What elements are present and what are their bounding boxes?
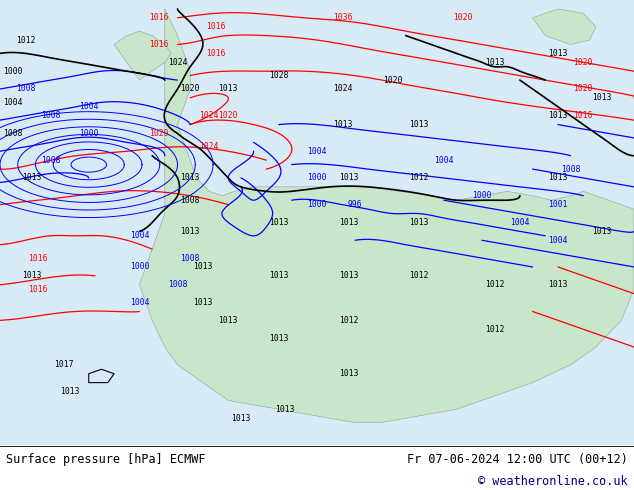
Text: 1028: 1028 — [269, 71, 288, 80]
Text: 1020: 1020 — [181, 84, 200, 94]
Text: 1013: 1013 — [22, 173, 41, 182]
Text: 1020: 1020 — [574, 58, 593, 67]
Text: 1013: 1013 — [409, 120, 428, 129]
Text: 1008: 1008 — [3, 129, 22, 138]
Text: © weatheronline.co.uk: © weatheronline.co.uk — [478, 475, 628, 489]
Text: 1013: 1013 — [181, 173, 200, 182]
Text: 1020: 1020 — [574, 84, 593, 94]
Text: 1008: 1008 — [168, 280, 187, 289]
Text: 1012: 1012 — [409, 271, 428, 280]
Text: 1036: 1036 — [333, 13, 352, 23]
Text: 1013: 1013 — [269, 271, 288, 280]
Text: 1024: 1024 — [168, 58, 187, 67]
Text: 1013: 1013 — [181, 227, 200, 236]
Text: 1008: 1008 — [181, 196, 200, 205]
Text: 1008: 1008 — [41, 156, 60, 165]
Text: 1013: 1013 — [219, 316, 238, 325]
Text: 996: 996 — [347, 200, 363, 209]
Text: 1013: 1013 — [60, 387, 79, 396]
Text: 1013: 1013 — [193, 263, 212, 271]
Text: 1020: 1020 — [384, 75, 403, 85]
Text: 1013: 1013 — [548, 280, 567, 289]
Text: 1013: 1013 — [269, 218, 288, 227]
Text: 1016: 1016 — [149, 40, 168, 49]
Text: 1013: 1013 — [548, 111, 567, 120]
Text: 1004: 1004 — [548, 236, 567, 245]
Text: 1000: 1000 — [307, 173, 327, 182]
Text: 1016: 1016 — [574, 111, 593, 120]
Text: 1013: 1013 — [333, 120, 352, 129]
Text: 1000: 1000 — [3, 67, 22, 75]
Text: 1004: 1004 — [130, 298, 149, 307]
Text: 1016: 1016 — [206, 49, 225, 58]
Text: 1000: 1000 — [472, 191, 491, 200]
Text: 1000: 1000 — [130, 263, 149, 271]
Text: 1012: 1012 — [16, 36, 35, 45]
Text: 1004: 1004 — [307, 147, 327, 156]
Text: 1008: 1008 — [561, 165, 580, 173]
Text: 1004: 1004 — [3, 98, 22, 107]
Text: 1013: 1013 — [231, 414, 250, 423]
Text: 1012: 1012 — [485, 325, 504, 334]
Text: 1013: 1013 — [193, 298, 212, 307]
Text: 1013: 1013 — [339, 218, 358, 227]
Text: 1012: 1012 — [409, 173, 428, 182]
Text: 1020: 1020 — [453, 13, 472, 23]
Text: 1000: 1000 — [79, 129, 98, 138]
Text: 1013: 1013 — [485, 58, 504, 67]
Text: 1016: 1016 — [29, 285, 48, 294]
Text: 1013: 1013 — [219, 84, 238, 94]
Text: 1016: 1016 — [149, 13, 168, 23]
Text: 1008: 1008 — [16, 84, 35, 94]
Polygon shape — [139, 9, 634, 423]
Text: 1004: 1004 — [434, 156, 453, 165]
Text: 1013: 1013 — [269, 334, 288, 343]
Text: 1004: 1004 — [130, 231, 149, 240]
Text: 1013: 1013 — [339, 173, 358, 182]
Text: 1013: 1013 — [409, 218, 428, 227]
Text: 1013: 1013 — [339, 271, 358, 280]
Text: 1020: 1020 — [219, 111, 238, 120]
Text: 1008: 1008 — [41, 111, 60, 120]
Text: 1016: 1016 — [29, 253, 48, 263]
Text: 1013: 1013 — [548, 173, 567, 182]
Text: 1004: 1004 — [510, 218, 529, 227]
Text: 1012: 1012 — [485, 280, 504, 289]
Text: Fr 07-06-2024 12:00 UTC (00+12): Fr 07-06-2024 12:00 UTC (00+12) — [407, 453, 628, 466]
Text: Surface pressure [hPa] ECMWF: Surface pressure [hPa] ECMWF — [6, 453, 206, 466]
Text: 1013: 1013 — [276, 405, 295, 414]
Text: 1013: 1013 — [22, 271, 41, 280]
Text: 1013: 1013 — [593, 227, 612, 236]
Text: 1024: 1024 — [200, 142, 219, 151]
Text: 1013: 1013 — [339, 369, 358, 378]
Text: 1013: 1013 — [593, 94, 612, 102]
Text: 1013: 1013 — [548, 49, 567, 58]
Text: 1001: 1001 — [548, 200, 567, 209]
Polygon shape — [114, 31, 171, 80]
Text: 1012: 1012 — [339, 316, 358, 325]
Text: 1000: 1000 — [307, 200, 327, 209]
Text: 1004: 1004 — [79, 102, 98, 111]
Text: 1008: 1008 — [181, 253, 200, 263]
Text: 1024: 1024 — [200, 111, 219, 120]
Text: 1017: 1017 — [54, 360, 73, 369]
Text: 1016: 1016 — [206, 22, 225, 31]
Text: 1024: 1024 — [333, 84, 352, 94]
Text: 1020: 1020 — [149, 129, 168, 138]
Polygon shape — [533, 9, 596, 45]
